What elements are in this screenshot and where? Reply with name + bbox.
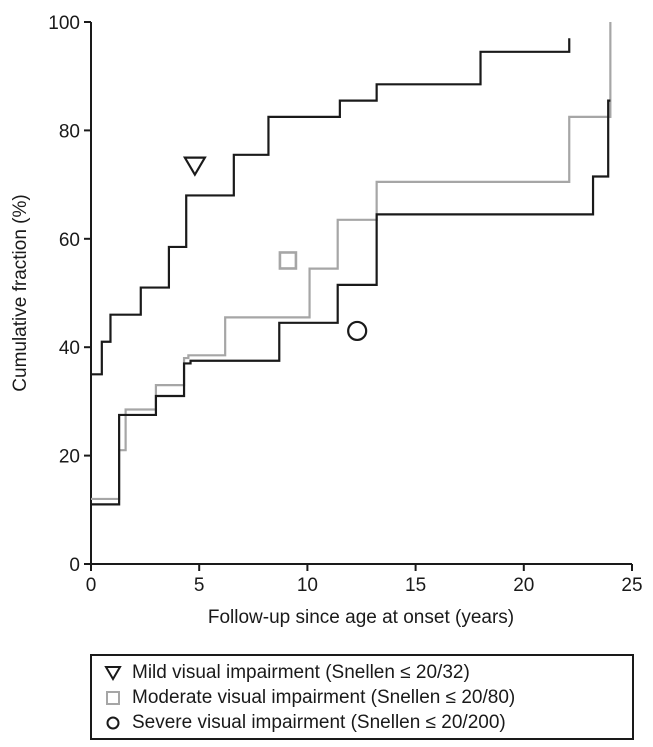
x-axis-title: Follow-up since age at onset (years) [208, 607, 514, 628]
circle-icon [106, 716, 120, 730]
x-tick-label: 10 [297, 575, 318, 596]
y-tick-label: 40 [59, 338, 80, 359]
square-icon [106, 691, 120, 705]
legend-item-severe: Severe visual impairment (Snellen ≤ 20/2… [92, 711, 506, 735]
legend-item-moderate: Moderate visual impairment (Snellen ≤ 20… [92, 686, 515, 710]
x-tick-label: 20 [513, 575, 534, 596]
legend-label-mild: Mild visual impairment (Snellen ≤ 20/32) [132, 662, 470, 683]
axes [90, 22, 632, 565]
series-mild-line [91, 38, 571, 376]
series-moderate-line [91, 22, 612, 501]
y-tick-label: 60 [59, 230, 80, 251]
y-tick-label: 20 [59, 447, 80, 468]
y-tick-label: 0 [69, 555, 80, 576]
x-tick-label: 25 [621, 575, 642, 596]
x-ticks: 0 5 10 15 20 25 [86, 564, 643, 596]
triangle-down-icon [104, 666, 122, 681]
marker-layer [182, 156, 368, 342]
x-tick-label: 5 [194, 575, 205, 596]
x-tick-label: 15 [405, 575, 426, 596]
legend-item-mild: Mild visual impairment (Snellen ≤ 20/32) [92, 661, 470, 685]
y-tick-label: 80 [59, 121, 80, 142]
x-tick-label: 0 [86, 575, 97, 596]
series-layer [91, 22, 612, 506]
legend-label-severe: Severe visual impairment (Snellen ≤ 20/2… [132, 712, 506, 733]
series-severe-marker [347, 320, 368, 342]
y-tick-label: 100 [48, 13, 80, 34]
chart-canvas: 0 20 40 60 80 100 0 5 10 15 20 25 Follow-up since … [10, 13, 643, 628]
legend: Mild visual impairment (Snellen ≤ 20/32)… [90, 654, 634, 740]
y-axis-title: Cumulative fraction (%) [10, 194, 31, 391]
series-moderate-marker [278, 251, 298, 270]
series-mild-marker [182, 156, 207, 177]
series-severe-line [91, 99, 611, 506]
y-ticks: 0 20 40 60 80 100 [48, 13, 91, 576]
legend-label-moderate: Moderate visual impairment (Snellen ≤ 20… [132, 687, 516, 708]
